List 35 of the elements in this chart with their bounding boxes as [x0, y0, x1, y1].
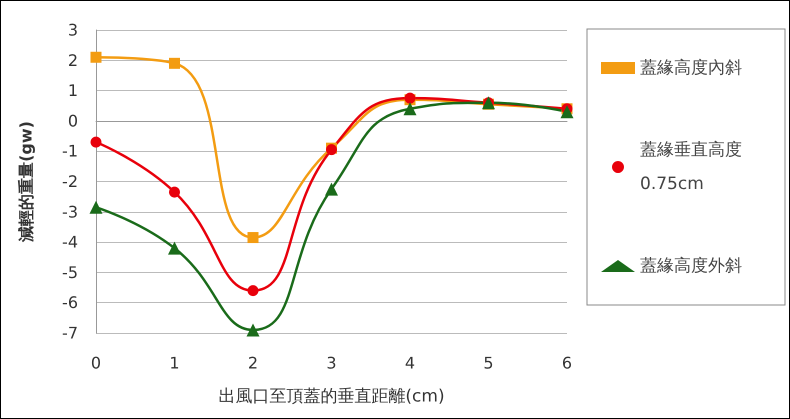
y-tick-label: -5: [62, 262, 78, 282]
y-tick-label: 2: [68, 50, 78, 70]
point: [404, 102, 416, 116]
point: [248, 285, 258, 296]
point: [246, 323, 260, 336]
x-tick-label: 2: [248, 354, 258, 372]
legend-label: 蓋緣高度內斜: [640, 58, 742, 78]
point: [169, 58, 180, 69]
x-tick-label: 3: [326, 354, 337, 372]
y-tick-label: 0: [68, 111, 78, 130]
point: [169, 186, 180, 198]
point: [90, 52, 102, 63]
legend-label: 蓋緣垂直高度0.75cm: [640, 140, 742, 194]
y-tick-label: -1: [62, 142, 78, 161]
x-tick-label: 5: [483, 354, 494, 372]
x-tick-label: 6: [562, 354, 572, 372]
point: [90, 136, 102, 148]
legend-label: 蓋緣高度外斜: [640, 256, 742, 276]
point: [325, 182, 338, 196]
point: [248, 232, 258, 244]
y-tick-label: -2: [62, 172, 78, 191]
y-tick-label: -3: [62, 202, 78, 222]
x-tick-label: 0: [90, 354, 102, 372]
x-tick-label: 4: [404, 354, 416, 372]
y-tick-label: -7: [62, 324, 78, 342]
y-tick-label: 3: [68, 20, 78, 40]
y-tick-label: -4: [62, 232, 78, 252]
point: [90, 200, 102, 214]
x-axis-title: 出風口至頂蓋的垂直距離(cm): [218, 386, 445, 406]
y-tick-label: 1: [68, 81, 78, 100]
point: [560, 105, 574, 118]
x-tick-label: 1: [169, 354, 180, 372]
y-axis-title: 減輕的重量(gw): [16, 121, 36, 243]
point: [168, 242, 181, 255]
y-tick-label: -6: [62, 293, 78, 312]
